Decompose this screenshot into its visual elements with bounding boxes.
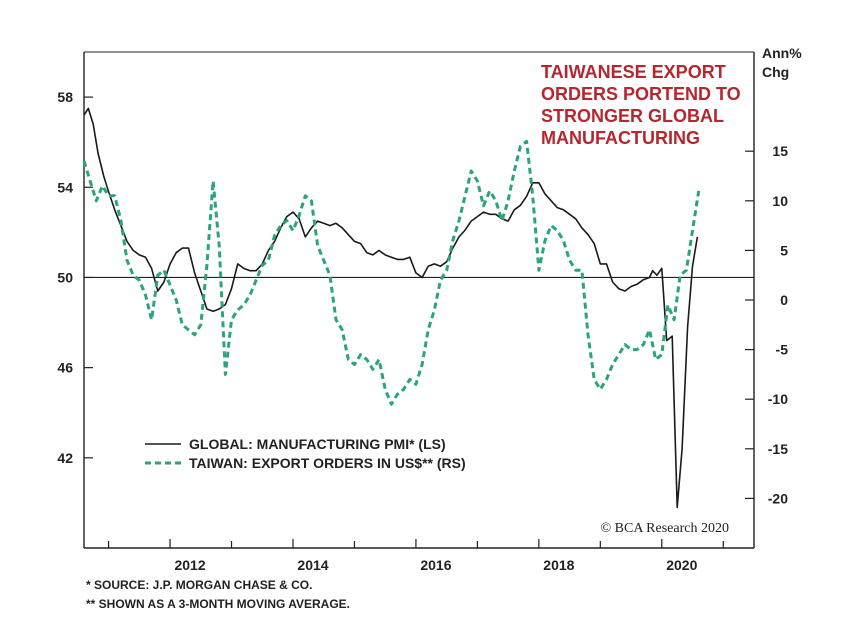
right-axis-unit-line: Chg <box>762 64 789 80</box>
series-global-pmi-line <box>83 107 699 509</box>
right-axis: -20 -15 -10 -5 0 5 10 15 <box>745 143 788 506</box>
right-axis-unit-line: Ann% <box>762 45 802 61</box>
x-tick-label: 2016 <box>420 557 451 573</box>
plot-frame <box>83 51 755 549</box>
legend-label: GLOBAL: MANUFACTURING PMI* (LS) <box>189 436 446 452</box>
right-tick-label: 0 <box>780 292 788 308</box>
right-tick-label: -5 <box>776 342 789 358</box>
chart-title-line: MANUFACTURING <box>541 128 700 148</box>
chart-title-line: ORDERS PORTEND TO <box>541 84 741 104</box>
x-axis: 2012 2014 2016 2018 2020 <box>107 539 724 573</box>
left-tick-label: 50 <box>57 269 73 285</box>
footnote-source: * SOURCE: J.P. MORGAN CHASE & CO. <box>86 578 313 592</box>
legend: GLOBAL: MANUFACTURING PMI* (LS) TAIWAN: E… <box>145 436 466 471</box>
left-tick-label: 54 <box>57 179 73 195</box>
x-tick-label: 2018 <box>543 557 574 573</box>
right-tick-label: 10 <box>772 193 788 209</box>
right-tick-label: -20 <box>768 490 788 506</box>
series-taiwan-export-orders-line <box>82 139 701 406</box>
legend-label: TAIWAN: EXPORT ORDERS IN US$** (RS) <box>189 455 466 471</box>
series-layer <box>82 107 701 509</box>
right-tick-label: 15 <box>772 143 788 159</box>
right-tick-label: -10 <box>768 391 788 407</box>
chart-title-line: TAIWANESE EXPORT <box>541 62 726 82</box>
chart-title-line: STRONGER GLOBAL <box>541 106 724 126</box>
x-tick-label: 2020 <box>666 557 697 573</box>
left-tick-label: 42 <box>57 450 73 466</box>
credit-label: © BCA Research 2020 <box>601 521 729 536</box>
left-tick-label: 46 <box>57 360 73 376</box>
left-tick-label: 58 <box>57 89 73 105</box>
footnote-moving-average: ** SHOWN AS A 3-MONTH MOVING AVERAGE. <box>86 597 351 611</box>
x-tick-label: 2014 <box>297 557 328 573</box>
right-tick-label: -15 <box>768 441 788 457</box>
x-tick-label: 2012 <box>174 557 205 573</box>
right-axis-unit: Ann% Chg <box>762 45 802 80</box>
right-tick-label: 5 <box>780 242 788 258</box>
left-axis: 42 46 50 54 58 <box>57 89 93 466</box>
